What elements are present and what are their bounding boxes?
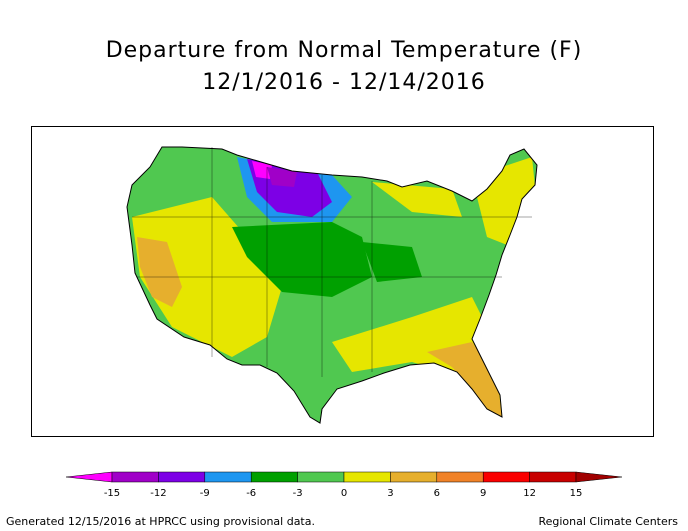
legend-swatch: [297, 471, 345, 483]
us-outline: [126, 146, 538, 424]
legend-tick-label: -6: [246, 488, 257, 499]
state-borders: [132, 147, 532, 377]
legend-tick-label: -12: [150, 488, 167, 499]
legend-swatch: [436, 471, 484, 483]
map-title: Departure from Normal Temperature (F): [105, 38, 583, 63]
legend-arrow-high: [575, 471, 622, 483]
legend-tick-label: 15: [569, 488, 583, 499]
credit-text: Regional Climate Centers: [538, 515, 678, 528]
map-frame: [31, 126, 654, 437]
legend-tick-label: -15: [103, 488, 121, 499]
legend-arrow-low: [66, 471, 113, 483]
legend-swatch: [482, 471, 530, 483]
legend-colorbar: [66, 471, 622, 483]
color-legend: -15 -12 -9 -6 -3 0 3 6 9 12 15: [66, 470, 622, 502]
legend-swatch: [390, 471, 438, 483]
legend-tick-label: 6: [433, 488, 440, 499]
legend-tick-label: -9: [199, 488, 210, 499]
legend-tick-label: -3: [292, 488, 303, 499]
legend-tick-label: 3: [387, 488, 394, 499]
legend-swatch: [111, 471, 159, 483]
legend-swatch: [529, 471, 577, 483]
legend-swatch: [204, 471, 252, 483]
legend-tick-label: 12: [523, 488, 536, 499]
legend-tick-label: 0: [340, 488, 348, 499]
legend-swatch: [250, 471, 298, 483]
legend-swatch: [343, 471, 391, 483]
us-temperature-departure-map: [126, 146, 538, 424]
map-date-range: 12/1/2016 - 12/14/2016: [202, 70, 486, 95]
generated-note: Generated 12/15/2016 at HPRCC using prov…: [6, 515, 315, 528]
legend-swatch: [158, 471, 206, 483]
legend-tick-label: 9: [480, 488, 487, 499]
